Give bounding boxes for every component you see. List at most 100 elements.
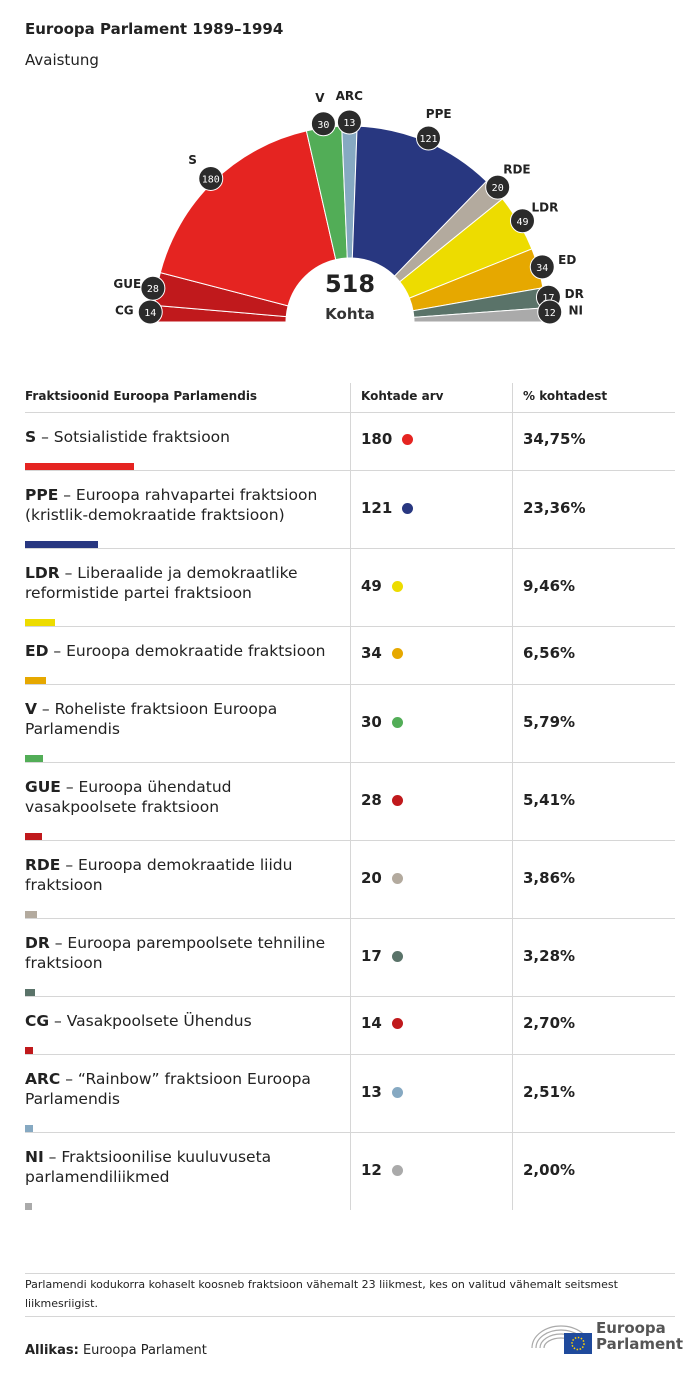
seat-count: 28 (361, 791, 403, 809)
seat-share-bar (25, 1125, 33, 1132)
table-row: DR – Euroopa parempoolsete tehniline fra… (25, 919, 675, 997)
group-full-name: Euroopa parempoolsete tehniline fraktsio… (25, 934, 326, 972)
label-gue: 28 GUE (113, 275, 166, 301)
group-name: S – Sotsialistide fraktsioon (25, 428, 230, 446)
seat-bubble (509, 208, 535, 234)
label-s: 180 S (188, 153, 224, 191)
source: Allikas: Euroopa Parlament (25, 1343, 207, 1358)
source-label: Allikas: (25, 1343, 79, 1358)
group-full-name: Euroopa rahvapartei fraktsioon (kristlik… (25, 486, 318, 524)
group-label: S (188, 153, 197, 167)
seat-bubble (537, 299, 563, 325)
seat-number: 49 (361, 577, 382, 595)
seat-bubble (336, 109, 362, 135)
seat-number: 121 (361, 499, 393, 517)
label-v: 30 V (310, 91, 336, 137)
group-abbr: PPE (25, 486, 59, 504)
logo-line1: Euroopa (596, 1319, 666, 1337)
table-row: RDE – Euroopa demokraatide liidu fraktsi… (25, 841, 675, 919)
seat-percent: 5,41% (523, 791, 576, 809)
seat-bubble (198, 165, 224, 191)
table-header: Fraktsioonid Euroopa Parlamendis Kohtade… (25, 383, 675, 413)
group-full-name: Euroopa ühendatud vasakpoolsete fraktsio… (25, 778, 232, 816)
color-dot (391, 716, 403, 728)
seat-bubble-value: 49 (516, 217, 528, 228)
color-dot (391, 1017, 403, 1029)
color-dot (402, 433, 414, 445)
seat-number: 14 (361, 1014, 382, 1032)
color-dot (391, 1164, 403, 1176)
group-abbr: ARC (25, 1070, 61, 1088)
table-row: V – Roheliste fraktsioon Euroopa Parlame… (25, 685, 675, 763)
seat-bubble-value: 180 (202, 174, 220, 185)
header-groups: Fraktsioonid Euroopa Parlamendis (25, 389, 258, 403)
group-abbr: V (25, 700, 37, 718)
group-abbr: NI (25, 1148, 44, 1166)
group-full-name: Euroopa demokraatide liidu fraktsioon (25, 856, 293, 894)
color-dot (391, 872, 403, 884)
group-label: CG (115, 304, 134, 318)
seat-percent: 2,00% (523, 1161, 576, 1179)
page-subtitle: Avaistung (25, 51, 99, 69)
seat-share-bar (25, 541, 99, 548)
seat-share-bar (25, 619, 55, 626)
groups-table: Fraktsioonid Euroopa Parlamendis Kohtade… (25, 383, 675, 1210)
seat-bubble (140, 275, 166, 301)
group-label: DR (565, 287, 584, 301)
table-row: NI – Fraktsioonilise kuuluvuseta parlame… (25, 1133, 675, 1210)
group-full-name: Sotsialistide fraktsioon (53, 428, 230, 446)
group-abbr: DR (25, 934, 50, 952)
group-label: NI (568, 304, 583, 318)
seat-count: 49 (361, 577, 403, 595)
color-dot (391, 580, 403, 592)
seat-count: 12 (361, 1161, 403, 1179)
seat-number: 28 (361, 791, 382, 809)
seat-percent: 2,70% (523, 1014, 576, 1032)
group-label: GUE (113, 277, 141, 291)
label-ed: 34 ED (529, 253, 576, 280)
seat-number: 30 (361, 713, 382, 731)
seat-bubble (529, 254, 555, 280)
group-abbr: RDE (25, 856, 61, 874)
group-abbr: LDR (25, 564, 60, 582)
seat-percent: 5,79% (523, 713, 576, 731)
seat-number: 20 (361, 869, 382, 887)
seat-bubble-value: 28 (147, 284, 159, 295)
seat-bubble (485, 174, 511, 200)
page-title: Euroopa Parlament 1989–1994 (25, 20, 284, 38)
group-name: GUE – Euroopa ühendatud vasakpoolsete fr… (25, 778, 232, 816)
seat-bubble-value: 20 (492, 183, 504, 194)
source-value: Euroopa Parlament (82, 1343, 207, 1358)
group-name: RDE – Euroopa demokraatide liidu fraktsi… (25, 856, 293, 894)
group-name: ED – Euroopa demokraatide fraktsioon (25, 642, 326, 660)
group-name: ARC – “Rainbow” fraktsioon Euroopa Parla… (25, 1070, 311, 1108)
label-ni: 12 NI (537, 299, 583, 325)
seat-bubble-value: 17 (542, 293, 554, 304)
group-label: RDE (503, 163, 530, 177)
seat-count: 20 (361, 869, 403, 887)
hemicycle-logo-icon (531, 1325, 592, 1354)
seat-bubble (415, 125, 441, 151)
table-row: PPE – Euroopa rahvapartei fraktsioon (kr… (25, 471, 675, 549)
table-row: CG – Vasakpoolsete Ühendus 14 2,70% (25, 997, 675, 1055)
seat-number: 13 (361, 1083, 382, 1101)
group-label: PPE (426, 107, 452, 121)
segment-ppe (351, 125, 488, 277)
label-arc: 13 ARC (336, 89, 364, 135)
seat-share-bar (25, 911, 38, 918)
group-name: PPE – Euroopa rahvapartei fraktsioon (kr… (25, 486, 318, 524)
seat-count: 121 (361, 499, 414, 517)
label-ppe: 121 PPE (415, 107, 452, 151)
footnote: Parlamendi kodukorra kohaselt koosneb fr… (25, 1273, 675, 1317)
seat-count: 180 (361, 430, 414, 448)
label-rde: 20 RDE (485, 163, 531, 200)
seat-bubble-value: 13 (343, 118, 355, 129)
color-dot (391, 1086, 403, 1098)
hemicycle-chart: 14 CG 28 GUE 180 S 30 V 13 ARC 121 PPE 2… (113, 89, 584, 325)
group-label: ARC (336, 89, 364, 103)
label-cg: 14 CG (115, 299, 163, 325)
seat-share-bar (25, 833, 42, 840)
seat-percent: 3,86% (523, 869, 576, 887)
group-abbr: GUE (25, 778, 61, 796)
seat-share-bar (25, 1203, 33, 1210)
